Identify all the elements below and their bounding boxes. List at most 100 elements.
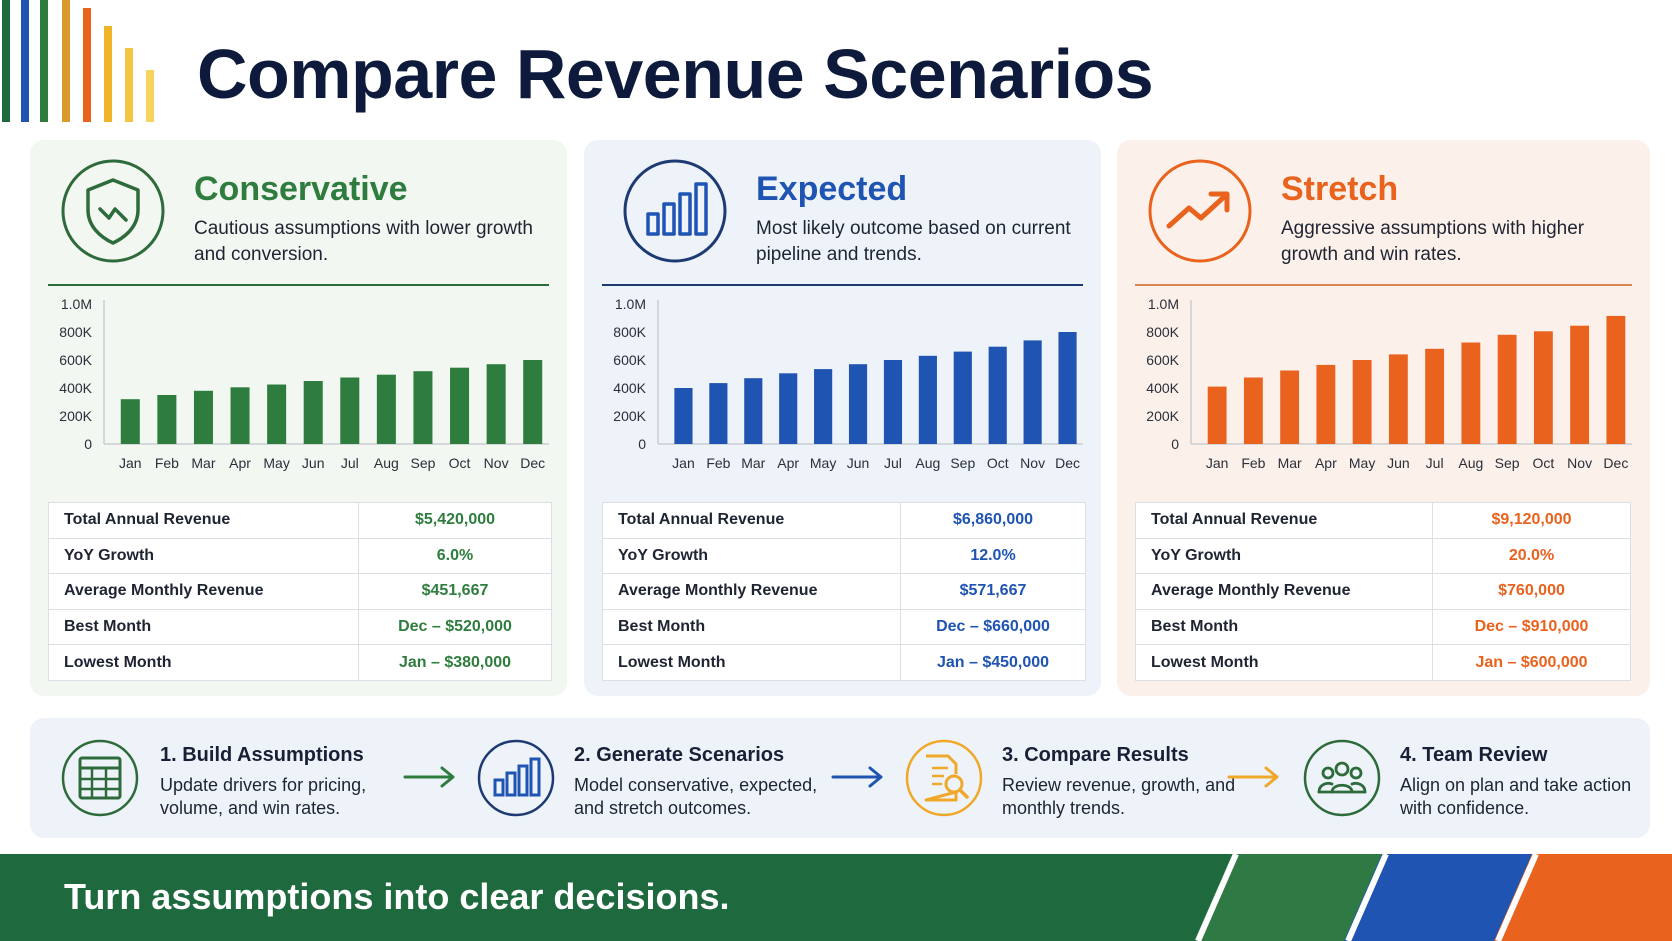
bar-jun — [1388, 354, 1408, 444]
logo-bars — [2, 0, 154, 122]
x-tick-label: Oct — [449, 455, 471, 471]
document-search-icon — [905, 739, 983, 817]
bar-jun — [303, 381, 323, 444]
x-tick-label: Jul — [1426, 455, 1444, 471]
bar-jan — [120, 399, 140, 444]
y-tick-label: 200K — [59, 408, 92, 424]
step-title: 1. Build Assumptions — [160, 744, 364, 766]
bar-oct — [1533, 331, 1553, 444]
bar-mar — [1280, 370, 1300, 444]
bar-jan — [1207, 386, 1227, 444]
table-row: Average Monthly Revenue $760,000 — [1135, 573, 1631, 610]
scenario-title: Expected — [756, 170, 908, 208]
chart-svg: 0 200K 400K 600K 800K 1.0M Jan Feb Mar Apr May Jun J… — [613, 296, 1083, 471]
x-tick-label: Dec — [1055, 455, 1080, 471]
bar-nov — [1023, 340, 1042, 444]
bar-aug — [1461, 342, 1481, 444]
step-description: Update drivers for pricing, volume, and … — [160, 775, 367, 818]
logo-bar — [2, 0, 10, 122]
x-tick-label: Apr — [1315, 455, 1337, 471]
chart-svg: 0 200K 400K 600K 800K 1.0M Jan Feb Mar Apr May Jun J… — [1146, 296, 1632, 471]
x-tick-label: Nov — [1567, 455, 1592, 471]
x-tick-label: Mar — [191, 455, 215, 471]
metric-value: Dec – $660,000 — [900, 608, 1086, 646]
table-row: Total Annual Revenue $5,420,000 — [48, 502, 552, 539]
team-icon — [1303, 739, 1381, 817]
footer-banner: Turn assumptions into clear decisions. — [0, 854, 1672, 941]
bar-mar — [193, 390, 213, 444]
spreadsheet-icon — [61, 739, 139, 817]
arrow-right-icon — [403, 766, 455, 788]
bar-feb — [1243, 377, 1263, 444]
metrics-table: Total Annual Revenue $9,120,000 YoY Growt… — [1135, 502, 1631, 681]
metric-label: Total Annual Revenue — [602, 502, 901, 539]
x-tick-label: Feb — [155, 455, 179, 471]
x-tick-label: Jun — [847, 455, 870, 471]
logo-bar — [125, 48, 133, 122]
metric-label: Lowest Month — [602, 644, 901, 681]
metric-value: Jan – $450,000 — [900, 644, 1086, 681]
revenue-bar-chart: 0 200K 400K 600K 800K 1.0M Jan Feb Mar Apr May Jun J… — [1117, 296, 1650, 636]
y-tick-label: 0 — [84, 436, 92, 452]
metric-value: 20.0% — [1432, 537, 1631, 575]
x-tick-label: May — [263, 455, 289, 471]
metric-value: $451,667 — [358, 573, 552, 610]
metric-label: Best Month — [48, 608, 359, 646]
y-tick-label: 800K — [59, 324, 92, 340]
x-tick-label: Mar — [1278, 455, 1302, 471]
metric-value: 12.0% — [900, 537, 1086, 575]
table-row: Total Annual Revenue $6,860,000 — [602, 502, 1086, 539]
x-tick-label: Jun — [302, 455, 325, 471]
bar-mar — [744, 378, 763, 444]
x-tick-label: Aug — [374, 455, 399, 471]
x-tick-label: Jul — [884, 455, 902, 471]
bar-aug — [376, 374, 396, 444]
y-tick-label: 400K — [1146, 380, 1179, 396]
metric-label: Average Monthly Revenue — [48, 573, 359, 610]
metric-value: $9,120,000 — [1432, 502, 1631, 539]
scenario-title: Stretch — [1281, 170, 1399, 208]
metrics-table: Total Annual Revenue $5,420,000 YoY Growt… — [48, 502, 552, 681]
metric-value: Dec – $520,000 — [358, 608, 552, 646]
bar-dec — [523, 360, 543, 444]
x-tick-label: Jul — [341, 455, 359, 471]
x-tick-label: Aug — [915, 455, 940, 471]
metric-value: $6,860,000 — [900, 502, 1086, 539]
metric-value: Dec – $910,000 — [1432, 608, 1631, 646]
bar-aug — [918, 355, 937, 444]
process-steps: 1. Build Assumptions Update drivers for … — [30, 718, 1650, 838]
x-tick-label: Feb — [706, 455, 730, 471]
bar-feb — [709, 383, 728, 444]
y-tick-label: 200K — [1146, 408, 1179, 424]
y-tick-label: 400K — [613, 380, 646, 396]
x-tick-label: Oct — [987, 455, 1009, 471]
metric-label: Lowest Month — [1135, 644, 1433, 681]
chart-svg: 0 200K 400K 600K 800K 1.0M Jan Feb Mar Apr May Jun J… — [59, 296, 549, 471]
bar-jul — [340, 377, 360, 444]
x-tick-label: Nov — [1020, 455, 1045, 471]
y-tick-label: 600K — [613, 352, 646, 368]
table-row: Average Monthly Revenue $571,667 — [602, 573, 1086, 610]
bar-oct — [450, 367, 470, 444]
revenue-bar-chart: 0 200K 400K 600K 800K 1.0M Jan Feb Mar Apr May Jun J… — [584, 296, 1101, 636]
bar-may — [814, 369, 833, 444]
bar-sep — [413, 371, 433, 444]
y-tick-label: 1.0M — [61, 296, 92, 312]
bar-jul — [883, 360, 903, 444]
table-row: Lowest Month Jan – $380,000 — [48, 644, 552, 681]
metric-label: YoY Growth — [48, 537, 359, 575]
step-title: 3. Compare Results — [1002, 744, 1189, 766]
table-row: YoY Growth 20.0% — [1135, 537, 1631, 575]
bar-apr — [779, 373, 798, 444]
table-row: YoY Growth 12.0% — [602, 537, 1086, 575]
table-row: Best Month Dec – $660,000 — [602, 608, 1086, 646]
logo-bar — [83, 8, 91, 122]
x-tick-label: Jan — [119, 455, 142, 471]
x-tick-label: Nov — [484, 455, 509, 471]
scenario-description: Cautious assumptions with lower growth a… — [194, 218, 533, 265]
trend-up-icon — [1148, 159, 1252, 263]
x-tick-label: Jan — [672, 455, 695, 471]
divider — [48, 284, 549, 286]
scenario-card-conservative: Conservative Cautious assumptions with l… — [30, 140, 567, 696]
step-description: Align on plan and take action with confi… — [1400, 775, 1632, 818]
